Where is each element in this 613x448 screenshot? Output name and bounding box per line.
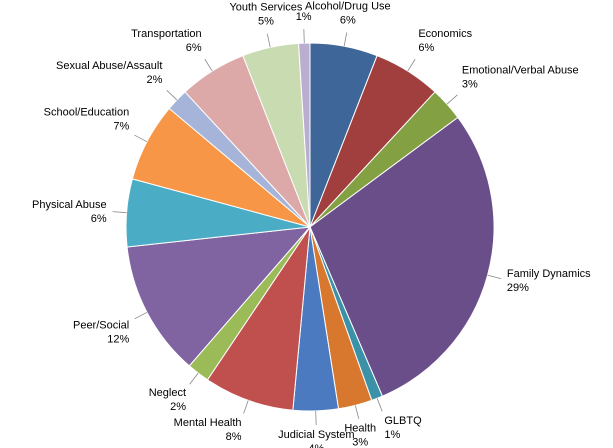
leader-line — [376, 398, 383, 412]
slice-label: Alcohol/Drug Use — [305, 0, 391, 12]
slice-label: Health — [344, 423, 376, 435]
slice-label: Neglect — [149, 387, 186, 399]
leader-line — [266, 33, 271, 48]
slice-value-label: 12% — [107, 333, 129, 345]
slice-value-label: 7% — [113, 120, 129, 132]
slice-label: Peer/Social — [73, 319, 129, 331]
pie-slice — [206, 226, 311, 411]
slice-value-label: 6% — [340, 14, 356, 26]
slice-label: Youth Services — [229, 2, 302, 14]
slice-label: Sexual Abuse/Assault — [56, 60, 162, 72]
leader-line — [134, 311, 148, 320]
slice-value-label: 29% — [507, 282, 529, 294]
slice-value-label: 6% — [418, 42, 434, 54]
slice-value-label: 6% — [186, 42, 202, 54]
pie-slice — [309, 116, 495, 397]
slice-label: Family Dynamics — [507, 268, 591, 280]
slice-value-label: 1% — [296, 11, 312, 23]
slice-label: GLBTQ — [384, 415, 422, 427]
leader-line — [112, 211, 127, 214]
slice-label: Emotional/Verbal Abuse — [462, 65, 579, 77]
leader-line — [343, 32, 348, 47]
slice-value-label: 2% — [170, 401, 186, 413]
leader-line — [166, 90, 178, 101]
slice-label: Physical Abuse — [32, 199, 107, 211]
slice-value-label: 2% — [147, 74, 163, 86]
slice-label: Economics — [418, 28, 472, 40]
leader-line — [134, 134, 148, 143]
slice-value-label: 3% — [462, 79, 478, 91]
slice-label: Mental Health — [174, 417, 242, 429]
slice-value-label: 3% — [352, 437, 368, 448]
slice-value-label: 6% — [91, 213, 107, 225]
leader-line — [204, 59, 213, 72]
slice-value-label: 8% — [226, 431, 242, 443]
slice-value-label: 1% — [384, 429, 400, 441]
leader-line — [354, 405, 360, 419]
slice-label: School/Education — [44, 106, 130, 118]
pie-slice — [126, 226, 312, 367]
slice-value-label: 5% — [258, 16, 274, 28]
leader-line — [189, 372, 199, 385]
leader-line — [487, 274, 502, 280]
slice-value-label: 4% — [308, 443, 324, 448]
slice-label: Transportation — [131, 28, 202, 40]
leader-line — [243, 400, 249, 414]
leader-line — [446, 94, 458, 105]
leader-line — [407, 59, 416, 72]
slice-label: Judicial System — [278, 429, 354, 441]
